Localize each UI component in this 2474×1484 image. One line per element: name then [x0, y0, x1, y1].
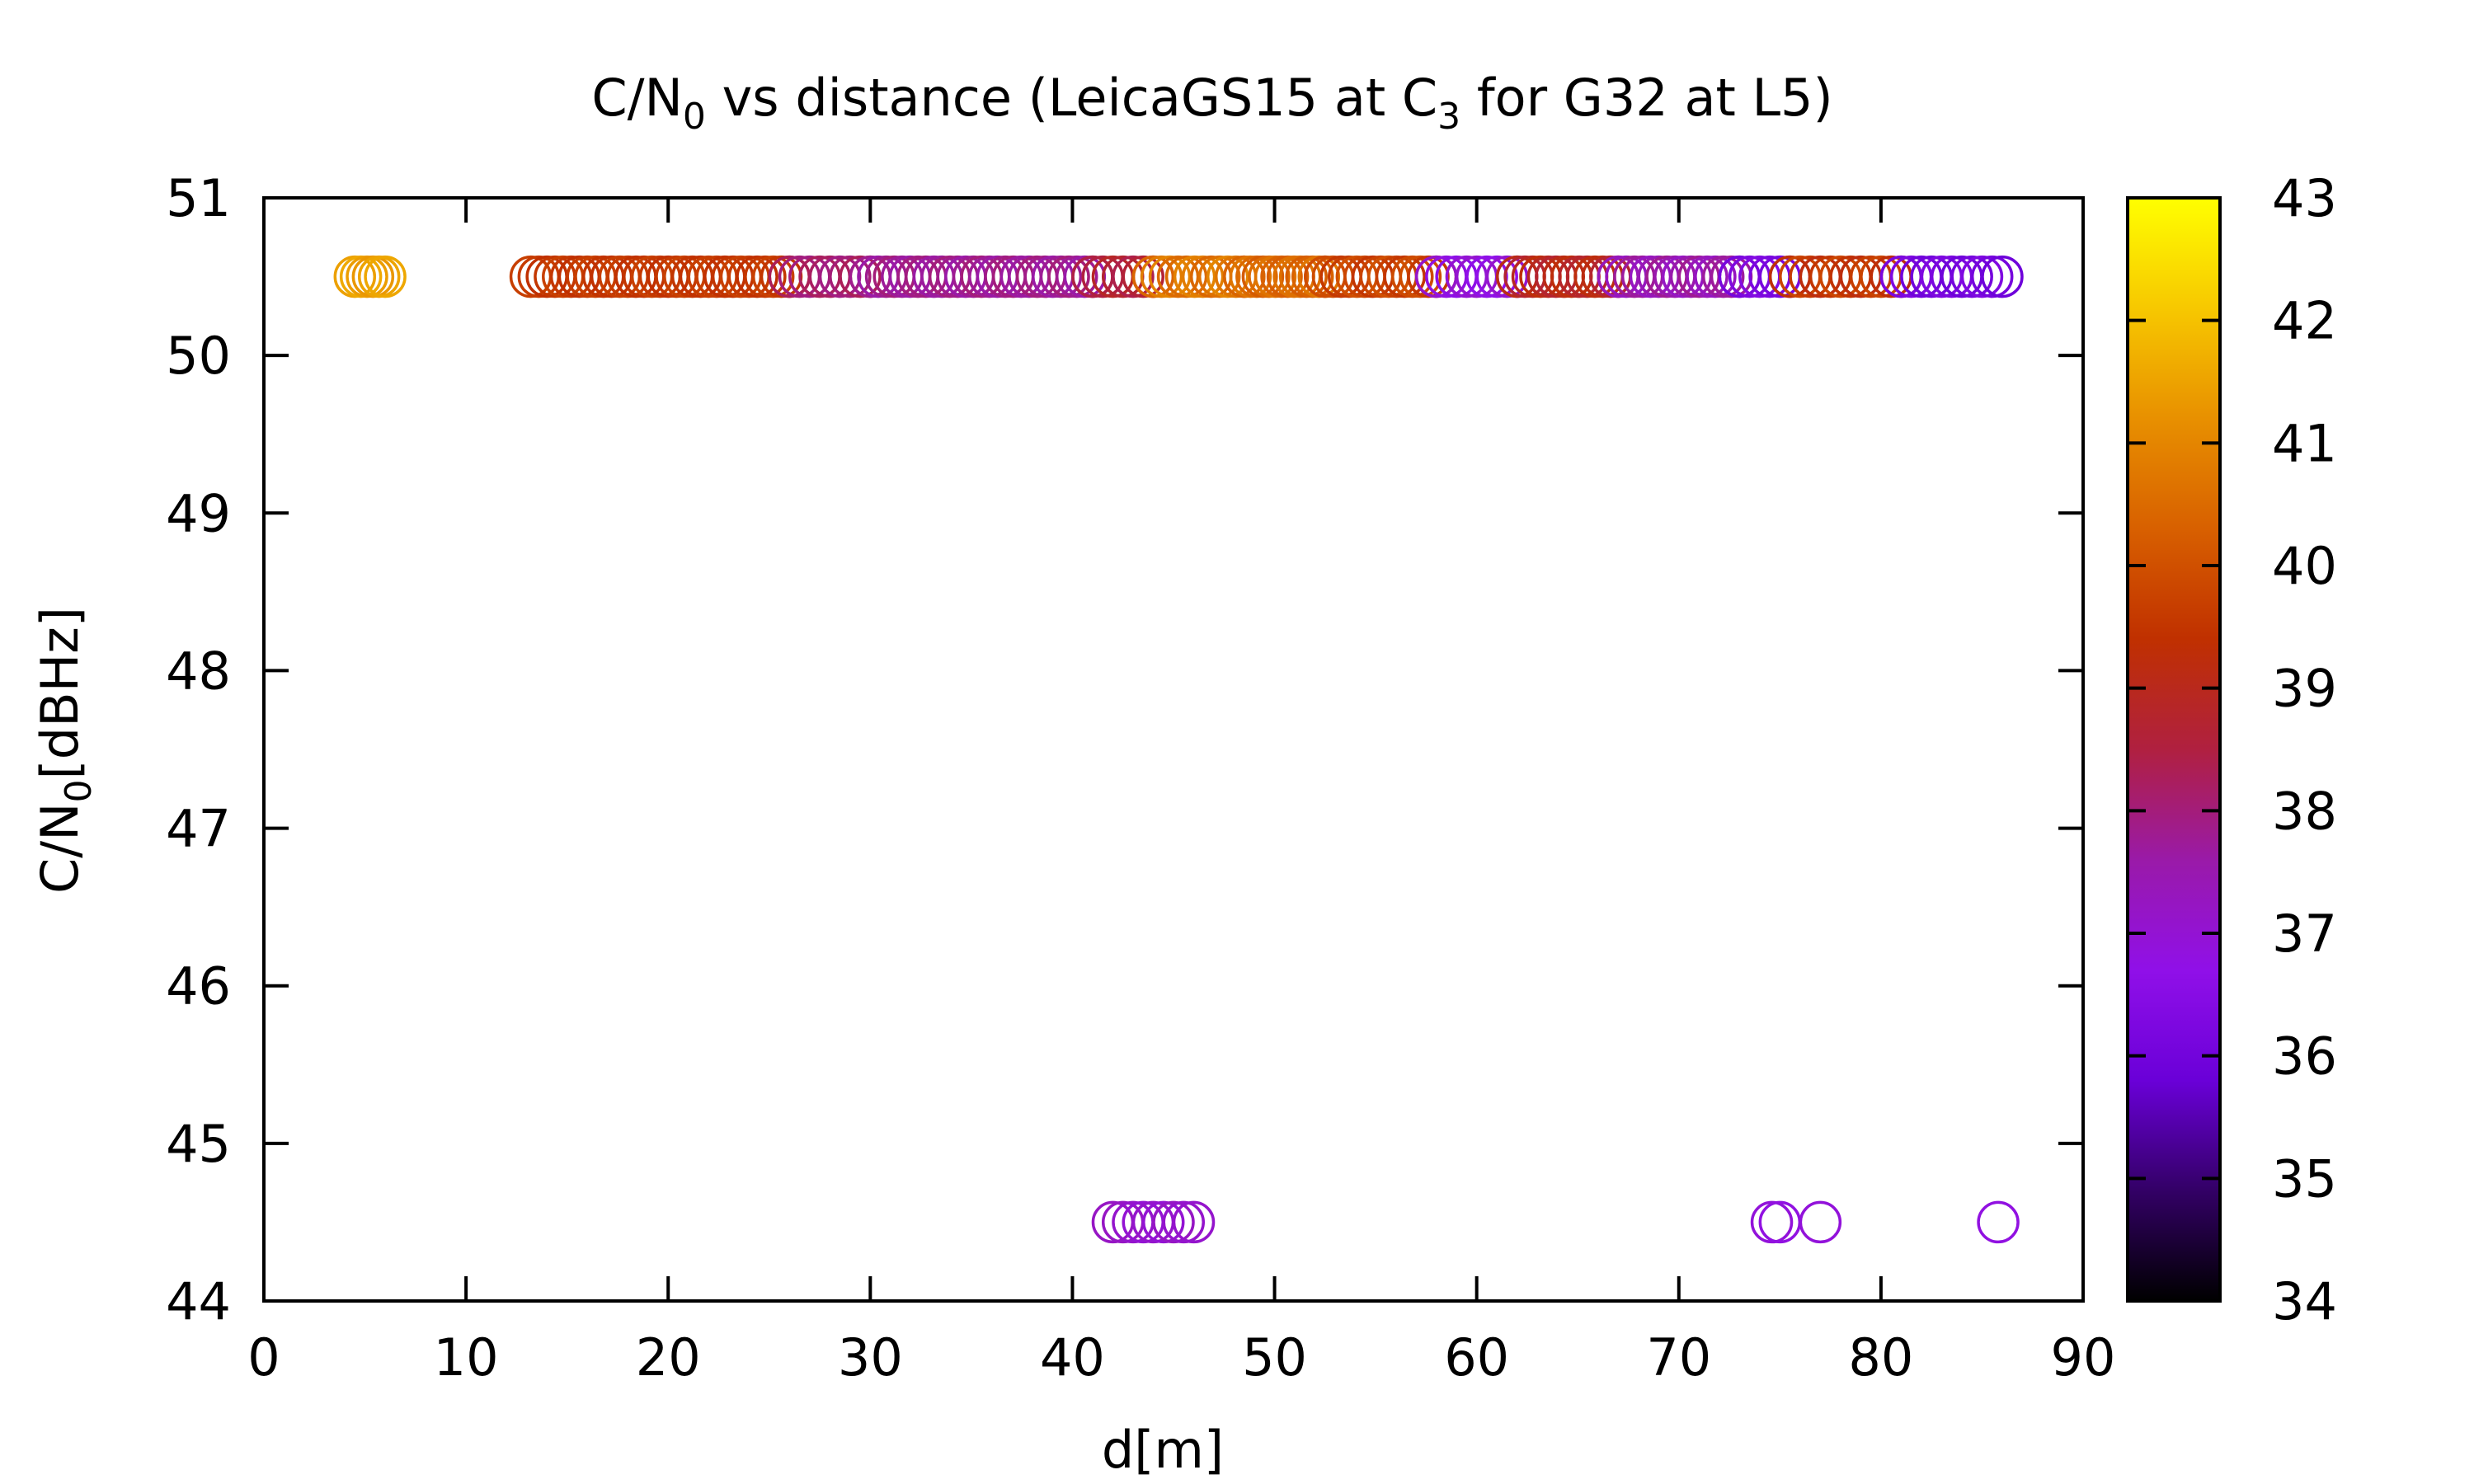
- data-point: [364, 255, 407, 298]
- y-tick-label: 44: [166, 1271, 231, 1331]
- data-point: [1164, 255, 1208, 298]
- data-point: [1485, 255, 1529, 298]
- data-point: [1197, 255, 1241, 298]
- data-point: [1391, 255, 1434, 298]
- data-point: [1122, 255, 1164, 298]
- data-point: [1981, 255, 2024, 298]
- x-tick-label: 20: [636, 1327, 701, 1388]
- y-tick-label: 50: [166, 326, 231, 386]
- data-point: [1758, 1200, 1802, 1244]
- x-tick-label: 90: [2051, 1327, 2116, 1388]
- data-point: [1141, 1200, 1185, 1244]
- data-point: [1112, 255, 1155, 298]
- x-tick-label: 80: [1848, 1327, 1913, 1388]
- data-point: [1977, 1200, 2020, 1244]
- data-point: [736, 255, 778, 298]
- colorbar-tick-label: 36: [2272, 1026, 2337, 1087]
- data-point: [1694, 255, 1737, 298]
- x-tick-label: 60: [1444, 1327, 1509, 1388]
- colorbar-gradient: [2126, 196, 2222, 1303]
- data-point: [1148, 255, 1192, 298]
- y-tick-label: 48: [166, 641, 231, 701]
- data-point: [1162, 1200, 1206, 1244]
- colorbar-tick-label: 37: [2272, 904, 2337, 964]
- data-point: [1172, 1200, 1216, 1244]
- x-axis-label: d[m]: [1102, 1420, 1224, 1480]
- data-point: [1206, 255, 1249, 298]
- data-point: [1701, 255, 1745, 298]
- x-tick-label: 0: [247, 1327, 280, 1388]
- colorbar-tick-label: 38: [2272, 781, 2337, 841]
- colorbar-tick-label: 43: [2272, 168, 2337, 228]
- data-point: [1156, 255, 1200, 298]
- data-point: [1383, 255, 1426, 298]
- data-point: [1055, 255, 1098, 298]
- data-point: [1960, 255, 2004, 298]
- data-point: [1140, 255, 1183, 298]
- data-point: [839, 255, 882, 298]
- y-tick-label: 47: [166, 799, 231, 859]
- data-point: [829, 255, 872, 298]
- x-tick-label: 50: [1242, 1327, 1307, 1388]
- data-point: [1181, 255, 1225, 298]
- x-tick-label: 30: [838, 1327, 903, 1388]
- colorbar-tick-label: 39: [2272, 659, 2337, 719]
- data-point: [1475, 255, 1518, 298]
- data-point: [1950, 255, 1993, 298]
- y-tick-label: 49: [166, 483, 231, 543]
- x-tick-label: 10: [434, 1327, 499, 1388]
- data-point: [1399, 255, 1442, 298]
- data-point: [1039, 255, 1083, 298]
- colorbar-tick-label: 40: [2272, 536, 2337, 596]
- colorbar-tick-label: 42: [2272, 291, 2337, 351]
- colorbar: 34 35 36 37 38 39 40 41 42 43: [2126, 168, 2337, 1331]
- x-tick-label: 70: [1646, 1327, 1711, 1388]
- plot-frame: [262, 196, 2085, 1303]
- y-axis: 44 45 46 47 48 49 50 51: [166, 168, 2083, 1331]
- data-point: [1970, 255, 2014, 298]
- data-point: [744, 255, 787, 298]
- chart-title: C/N0 vs distance (LeicaGS15 at C3 for G3…: [591, 68, 1832, 138]
- data-point: [1465, 255, 1508, 298]
- x-axis: 0 10 20 30 40 50 60 70 80 90: [247, 198, 2115, 1388]
- colorbar-tick-label: 41: [2272, 413, 2337, 473]
- data-point: [1131, 255, 1175, 298]
- y-axis-label: C/N0[dBHz]: [30, 607, 100, 894]
- x-tick-label: 40: [1040, 1327, 1105, 1388]
- y-tick-label: 51: [166, 168, 231, 228]
- data-point: [1686, 255, 1729, 298]
- data-point: [1799, 1200, 1842, 1244]
- colorbar-tick-label: 35: [2272, 1148, 2337, 1209]
- y-tick-label: 46: [166, 956, 231, 1017]
- colorbar-tick-label: 34: [2272, 1271, 2337, 1331]
- data-point: [1047, 255, 1090, 298]
- data-point: [1173, 255, 1216, 298]
- data-point: [751, 255, 795, 298]
- data-point: [1152, 1200, 1195, 1244]
- y-tick-label: 45: [166, 1114, 231, 1174]
- data-point: [1750, 1200, 1794, 1244]
- data-points: [333, 255, 2024, 1244]
